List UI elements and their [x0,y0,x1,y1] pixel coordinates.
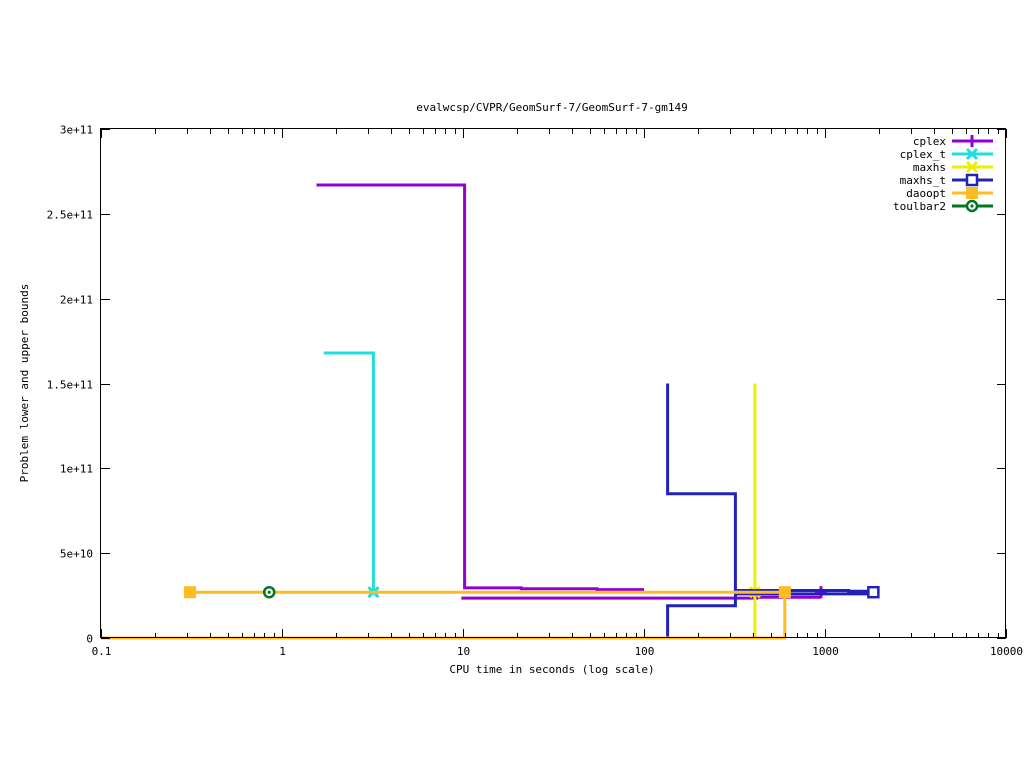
cplex-upper-bound-line [316,183,644,592]
x-axis: 0.1 1 10 100 1000 10000 [92,129,1023,658]
toulbar2-marker [262,585,276,599]
x-axis-label: CPU time in seconds (log scale) [449,663,654,676]
daoopt-marker [778,586,791,599]
x-tick-label: 10 [457,645,470,658]
legend-label: daoopt [906,187,946,200]
legend-item-cplex-t: cplex_t [900,147,993,161]
x-tick-label: 1000 [812,645,839,658]
legend-item-maxhs-t: maxhs_t [900,173,993,187]
daoopt-marker [183,586,196,599]
legend-marker [965,199,979,213]
x-tick-label: 100 [635,645,655,658]
legend-marker [965,173,979,187]
legend-label: maxhs [913,161,946,174]
y-tick-label: 5e+10 [60,548,93,561]
x-tick-label: 0.1 [92,645,112,658]
legend-marker [965,147,979,161]
legend-item-cplex: cplex [913,135,993,148]
x-tick-label: 1 [279,645,286,658]
y-tick-label: 0 [86,633,93,646]
series-maxhs-t [666,383,880,638]
series-cplex-t [323,351,380,599]
series-daoopt [101,586,791,640]
y-tick-label: 3e+11 [60,124,93,137]
maxhs-t-upper-bound-line [666,383,874,593]
chart-title: evalwcsp/CVPR/GeomSurf-7/GeomSurf-7-gm14… [416,101,688,114]
plot-frame [100,128,1006,638]
legend-item-toulbar2: toulbar2 [893,199,993,213]
legend-marker [966,135,978,147]
y-tick-label: 1e+11 [60,463,93,476]
cplex-marker [814,586,827,599]
legend-label: maxhs_t [900,174,946,187]
y-tick-label: 2e+11 [60,294,93,307]
legend-item-daoopt: daoopt [906,187,993,200]
legend-label: cplex_t [900,148,946,161]
maxhs-t-marker [867,585,880,599]
y-axis: 0 5e+10 1e+11 1.5e+11 2e+11 2.5e+11 3e+11 [47,124,1006,646]
y-axis-label: Problem lower and upper bounds [18,284,31,483]
x-tick-label: 10000 [990,645,1023,658]
legend-marker [966,187,978,199]
series-cplex [316,183,827,600]
y-tick-label: 1.5e+11 [47,379,93,392]
legend-label: cplex [913,135,946,148]
plot-series [101,183,880,640]
legend-item-maxhs: maxhs [913,160,993,174]
cplex-t-upper-bound-line [323,351,375,593]
y-tick-label: 2.5e+11 [47,209,93,222]
series-maxhs [101,383,761,640]
series-toulbar2 [262,585,276,599]
legend-label: toulbar2 [893,200,946,213]
maxhs-t-lower-bound-line [666,592,874,638]
legend-marker [965,160,979,174]
cplex-lower-bound-line [461,595,821,600]
